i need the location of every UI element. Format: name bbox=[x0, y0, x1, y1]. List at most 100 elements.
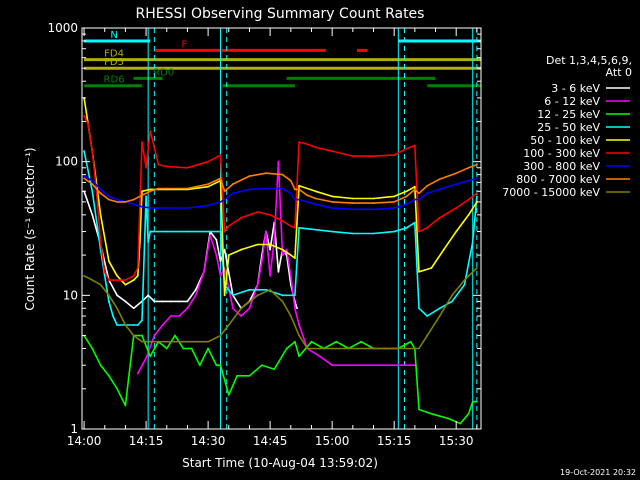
point-300-800-kev bbox=[467, 179, 470, 182]
point-50-100-kev bbox=[455, 230, 458, 233]
point-800-7000-kev bbox=[157, 187, 160, 190]
point-7000-15000-kev bbox=[356, 347, 358, 350]
point-3-6-kev bbox=[91, 213, 94, 216]
legend-label-7000-15000-kev: 7000 - 15000 keV bbox=[502, 186, 600, 199]
point-50-100-kev bbox=[372, 197, 375, 200]
point-3-6-kev bbox=[132, 307, 135, 310]
point-6-12-kev bbox=[393, 364, 396, 367]
y-tick-label: 100 bbox=[55, 155, 78, 169]
point-800-7000-kev bbox=[219, 177, 222, 180]
point-7000-15000-kev bbox=[116, 307, 119, 310]
point-300-800-kev bbox=[351, 208, 354, 211]
point-300-800-kev bbox=[438, 188, 441, 191]
point-6-12-kev bbox=[153, 334, 156, 337]
point-50-100-kev bbox=[107, 260, 110, 263]
point-800-7000-kev bbox=[438, 178, 441, 181]
point-300-800-kev bbox=[149, 207, 152, 209]
point-800-7000-kev bbox=[467, 166, 470, 169]
point-100-300-kev bbox=[165, 165, 168, 168]
point-800-7000-kev bbox=[223, 190, 226, 193]
point-7000-15000-kev bbox=[240, 307, 243, 310]
point-100-300-kev bbox=[136, 267, 139, 269]
point-50-100-kev bbox=[467, 213, 470, 216]
point-7000-15000-kev bbox=[269, 288, 272, 291]
point-300-800-kev bbox=[141, 205, 143, 208]
point-300-800-kev bbox=[418, 198, 420, 201]
point-12-25-kev bbox=[285, 347, 288, 350]
point-300-800-kev bbox=[314, 203, 317, 206]
point-6-12-kev bbox=[145, 357, 147, 359]
y-tick-label: 1000 bbox=[47, 21, 78, 35]
point-100-300-kev bbox=[413, 144, 416, 147]
point-6-12-kev bbox=[136, 372, 139, 375]
point-12-25-kev bbox=[219, 364, 222, 367]
point-25-50-kev bbox=[145, 195, 147, 198]
point-50-100-kev bbox=[405, 190, 408, 193]
point-300-800-kev bbox=[298, 198, 300, 201]
point-7000-15000-kev bbox=[318, 347, 321, 350]
point-800-7000-kev bbox=[265, 172, 267, 175]
point-50-100-kev bbox=[124, 283, 127, 286]
point-6-12-kev bbox=[178, 315, 181, 317]
point-50-100-kev bbox=[227, 254, 230, 256]
point-800-7000-kev bbox=[294, 188, 296, 191]
point-50-100-kev bbox=[141, 190, 143, 193]
point-100-300-kev bbox=[475, 192, 478, 195]
point-100-300-kev bbox=[141, 141, 143, 144]
point-25-50-kev bbox=[248, 288, 251, 291]
point-12-25-kev bbox=[107, 374, 110, 377]
point-7000-15000-kev bbox=[132, 334, 135, 337]
point-50-100-kev bbox=[413, 185, 416, 188]
point-300-800-kev bbox=[426, 192, 429, 195]
point-50-100-kev bbox=[442, 248, 445, 251]
point-7000-15000-kev bbox=[380, 347, 383, 350]
point-25-50-kev bbox=[281, 294, 284, 297]
point-6-12-kev bbox=[294, 307, 296, 310]
point-7000-15000-kev bbox=[298, 334, 300, 337]
point-6-12-kev bbox=[281, 254, 284, 256]
point-800-7000-kev bbox=[248, 175, 251, 177]
point-100-300-kev bbox=[157, 163, 160, 166]
point-800-7000-kev bbox=[413, 188, 416, 191]
point-100-300-kev bbox=[426, 226, 429, 229]
point-300-800-kev bbox=[223, 198, 226, 201]
point-7000-15000-kev bbox=[426, 334, 429, 337]
point-6-12-kev bbox=[356, 364, 358, 367]
point-300-800-kev bbox=[83, 175, 85, 177]
point-7000-15000-kev bbox=[393, 347, 396, 350]
point-300-800-kev bbox=[475, 177, 478, 180]
point-7000-15000-kev bbox=[418, 347, 420, 350]
point-6-12-kev bbox=[194, 294, 197, 297]
point-3-6-kev bbox=[186, 300, 189, 303]
point-25-50-kev bbox=[426, 315, 429, 317]
point-25-50-kev bbox=[471, 241, 474, 244]
legend-label-25-50-kev: 25 - 50 keV bbox=[537, 121, 600, 134]
point-50-100-kev bbox=[298, 184, 300, 187]
point-7000-15000-kev bbox=[227, 324, 230, 326]
point-7000-15000-kev bbox=[207, 340, 210, 343]
point-12-25-kev bbox=[116, 387, 119, 390]
point-50-100-kev bbox=[223, 294, 226, 297]
point-12-25-kev bbox=[165, 347, 168, 350]
point-6-12-kev bbox=[380, 364, 383, 367]
point-25-50-kev bbox=[91, 190, 94, 193]
mode-label-rd6: RD6 bbox=[104, 75, 125, 86]
point-800-7000-kev bbox=[475, 163, 478, 166]
y-axis-label: Count Rate (s⁻¹ detector⁻¹) bbox=[23, 147, 37, 310]
series-layer bbox=[83, 96, 478, 425]
point-100-300-kev bbox=[314, 146, 317, 149]
point-100-300-kev bbox=[124, 279, 127, 282]
point-6-12-kev bbox=[265, 230, 267, 233]
point-100-300-kev bbox=[298, 141, 300, 144]
point-100-300-kev bbox=[289, 225, 292, 227]
point-100-300-kev bbox=[132, 274, 135, 277]
point-7000-15000-kev bbox=[141, 340, 143, 343]
point-7000-15000-kev bbox=[368, 347, 371, 350]
point-300-800-kev bbox=[393, 207, 396, 209]
point-50-100-kev bbox=[289, 254, 292, 256]
point-6-12-kev bbox=[331, 364, 334, 367]
point-25-50-kev bbox=[372, 232, 375, 235]
point-800-7000-kev bbox=[91, 183, 94, 185]
x-tick-label: 14:15 bbox=[129, 434, 164, 448]
point-6-12-kev bbox=[318, 355, 321, 358]
